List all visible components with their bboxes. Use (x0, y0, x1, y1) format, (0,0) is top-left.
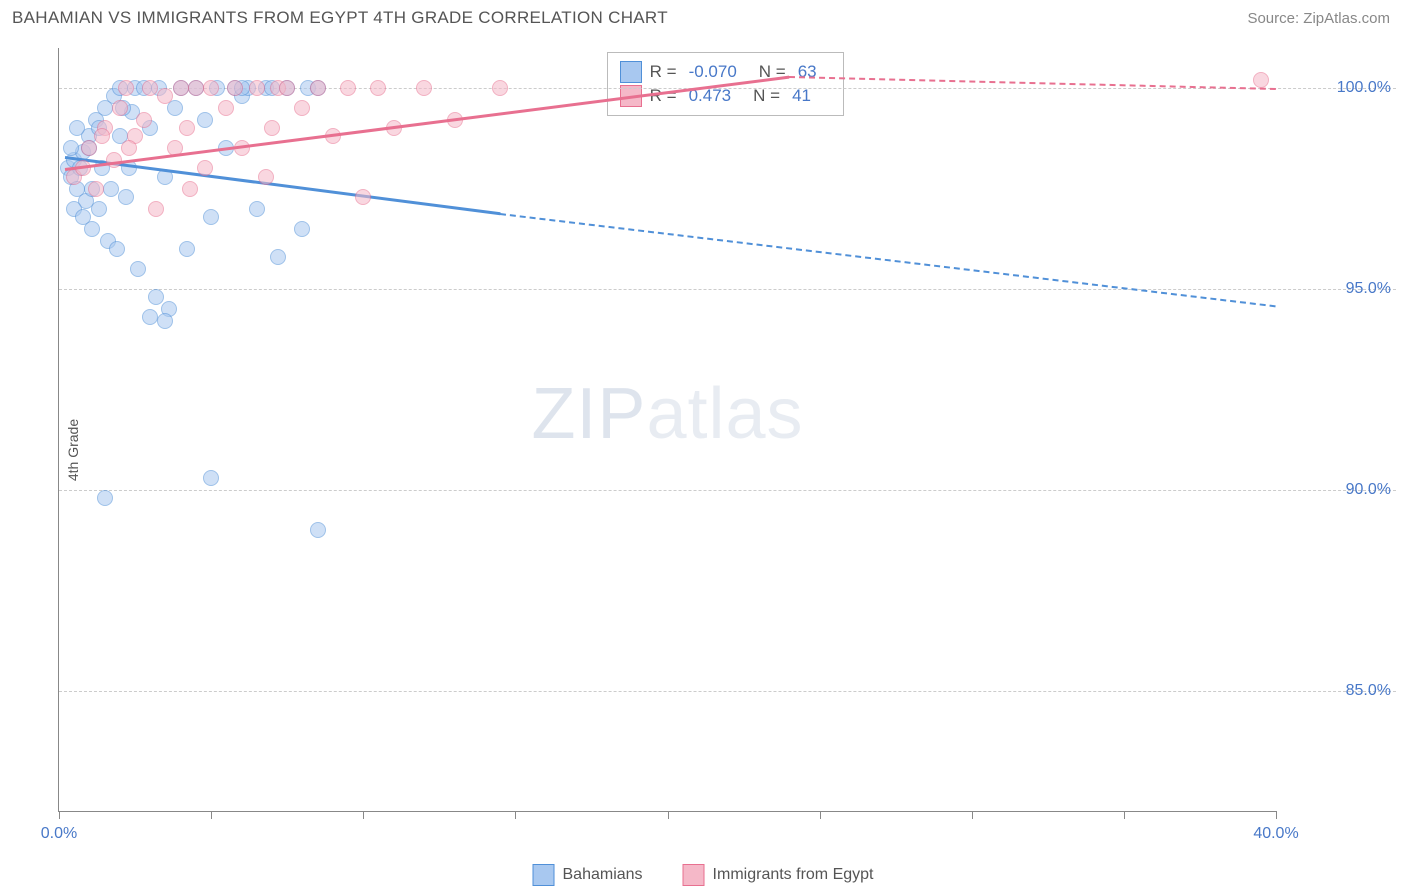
x-tick (211, 811, 212, 819)
legend-item: Immigrants from Egypt (683, 864, 874, 886)
r-value: -0.070 (689, 62, 737, 82)
y-tick-label: 95.0% (1281, 280, 1391, 298)
plot-area: ZIPatlas R =-0.070N =63R =0.473N =41 85.… (58, 48, 1276, 812)
data-point (142, 80, 158, 96)
data-point (81, 140, 97, 156)
data-point (136, 112, 152, 128)
x-tick (1276, 811, 1277, 819)
x-tick (668, 811, 669, 819)
data-point (69, 120, 85, 136)
data-point (370, 80, 386, 96)
data-point (355, 189, 371, 205)
watermark-bold: ZIP (531, 374, 646, 454)
data-point (197, 160, 213, 176)
legend-item: Bahamians (533, 864, 643, 886)
data-point (103, 181, 119, 197)
x-tick (515, 811, 516, 819)
data-point (1253, 72, 1269, 88)
data-point (75, 209, 91, 225)
data-point (157, 88, 173, 104)
legend-swatch (683, 864, 705, 886)
data-point (340, 80, 356, 96)
gridline (59, 691, 1396, 692)
data-point (112, 100, 128, 116)
data-point (203, 470, 219, 486)
x-tick-label: 40.0% (1253, 825, 1298, 843)
trend-line (65, 156, 500, 215)
data-point (218, 100, 234, 116)
legend-swatch (533, 864, 555, 886)
legend-label: Immigrants from Egypt (713, 866, 874, 884)
data-point (264, 120, 280, 136)
data-point (118, 80, 134, 96)
data-point (294, 221, 310, 237)
y-tick-label: 100.0% (1281, 79, 1391, 97)
data-point (294, 100, 310, 116)
data-point (310, 80, 326, 96)
data-point (63, 140, 79, 156)
x-tick (59, 811, 60, 819)
y-tick-label: 85.0% (1281, 682, 1391, 700)
data-point (109, 241, 125, 257)
data-point (492, 80, 508, 96)
data-point (130, 261, 146, 277)
data-point (157, 313, 173, 329)
data-point (279, 80, 295, 96)
data-point (88, 181, 104, 197)
data-point (188, 80, 204, 96)
data-point (148, 201, 164, 217)
data-point (179, 120, 195, 136)
data-point (182, 181, 198, 197)
data-point (97, 490, 113, 506)
n-value: 63 (798, 62, 817, 82)
data-point (94, 128, 110, 144)
data-point (142, 309, 158, 325)
trend-line (500, 213, 1276, 307)
legend-label: Bahamians (563, 866, 643, 884)
data-point (258, 169, 274, 185)
data-point (197, 112, 213, 128)
data-point (179, 241, 195, 257)
data-point (203, 80, 219, 96)
data-point (121, 140, 137, 156)
data-point (249, 80, 265, 96)
data-point (91, 201, 107, 217)
r-label: R = (650, 62, 677, 82)
source-label: Source: ZipAtlas.com (1247, 10, 1390, 27)
gridline (59, 490, 1396, 491)
watermark-thin: atlas (646, 374, 803, 454)
x-tick-label: 0.0% (41, 825, 77, 843)
legend-swatch (620, 61, 642, 83)
x-tick (363, 811, 364, 819)
x-tick (1124, 811, 1125, 819)
x-tick (972, 811, 973, 819)
chart-title: BAHAMIAN VS IMMIGRANTS FROM EGYPT 4TH GR… (12, 8, 668, 28)
data-point (203, 209, 219, 225)
watermark: ZIPatlas (531, 373, 803, 455)
data-point (118, 189, 134, 205)
data-point (227, 80, 243, 96)
data-point (416, 80, 432, 96)
data-point (173, 80, 189, 96)
data-point (270, 249, 286, 265)
chart-area: 4th Grade ZIPatlas R =-0.070N =63R =0.47… (40, 48, 1396, 852)
data-point (249, 201, 265, 217)
gridline (59, 289, 1396, 290)
y-tick-label: 90.0% (1281, 481, 1391, 499)
bottom-legend: Bahamians Immigrants from Egypt (533, 864, 874, 886)
legend-row: R =-0.070N =63 (620, 61, 831, 83)
data-point (310, 522, 326, 538)
x-tick (820, 811, 821, 819)
